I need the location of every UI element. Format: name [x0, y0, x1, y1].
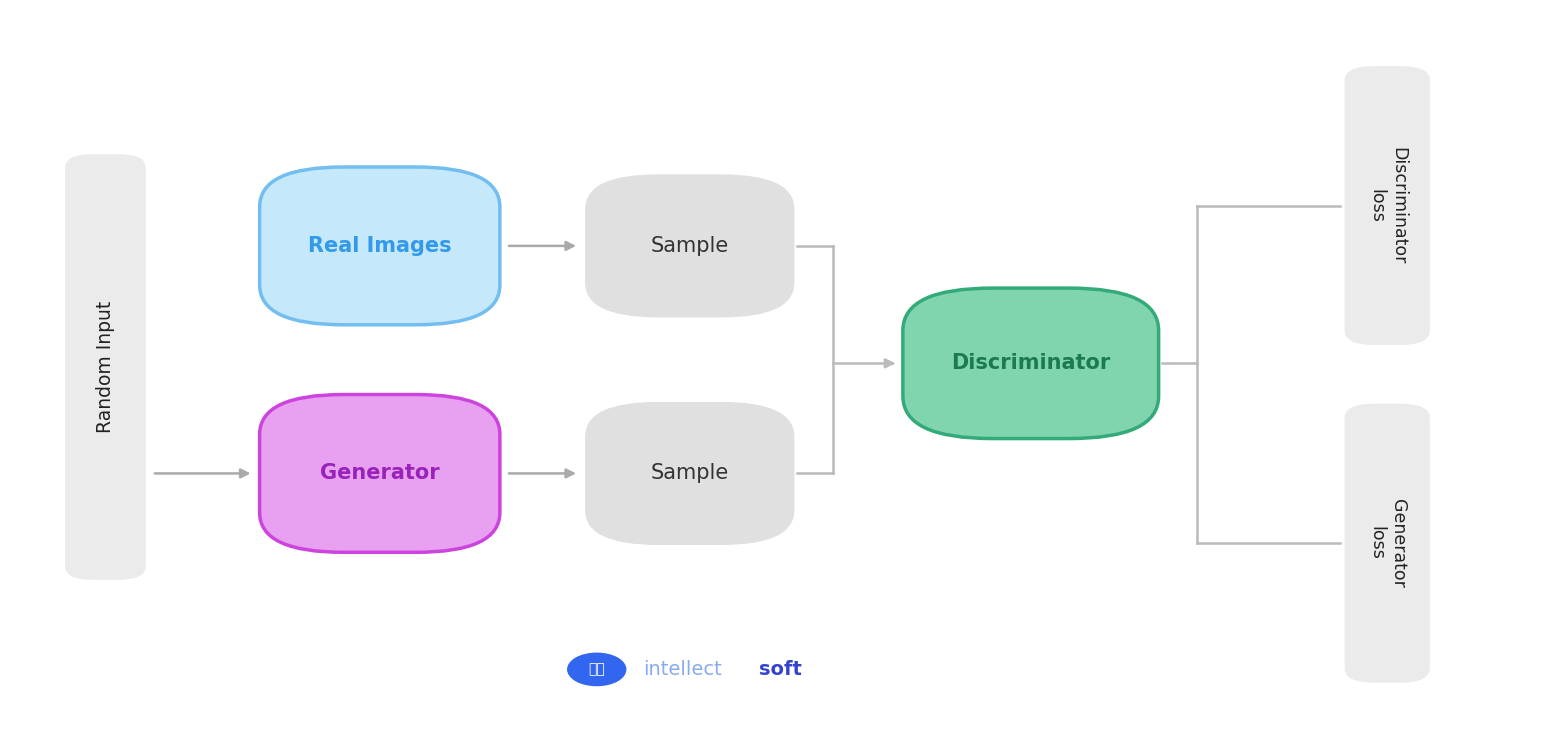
FancyBboxPatch shape	[586, 402, 794, 545]
Ellipse shape	[567, 653, 626, 686]
FancyBboxPatch shape	[586, 175, 794, 317]
Text: 𝘐𝘛: 𝘐𝘛	[589, 662, 604, 677]
FancyBboxPatch shape	[65, 154, 146, 580]
FancyBboxPatch shape	[902, 288, 1159, 439]
FancyBboxPatch shape	[260, 395, 499, 553]
FancyBboxPatch shape	[260, 167, 499, 324]
Text: Generator: Generator	[319, 463, 440, 484]
Text: Discriminator
loss: Discriminator loss	[1367, 147, 1407, 264]
Text: Real Images: Real Images	[308, 236, 451, 256]
Text: soft: soft	[760, 660, 803, 679]
Text: Random Input: Random Input	[96, 301, 115, 433]
Text: Sample: Sample	[651, 236, 728, 256]
Text: Sample: Sample	[651, 463, 728, 484]
Text: intellect: intellect	[643, 660, 722, 679]
FancyBboxPatch shape	[1345, 404, 1431, 683]
FancyBboxPatch shape	[1345, 66, 1431, 345]
Text: Generator
loss: Generator loss	[1367, 498, 1407, 588]
Text: Discriminator: Discriminator	[952, 353, 1110, 374]
